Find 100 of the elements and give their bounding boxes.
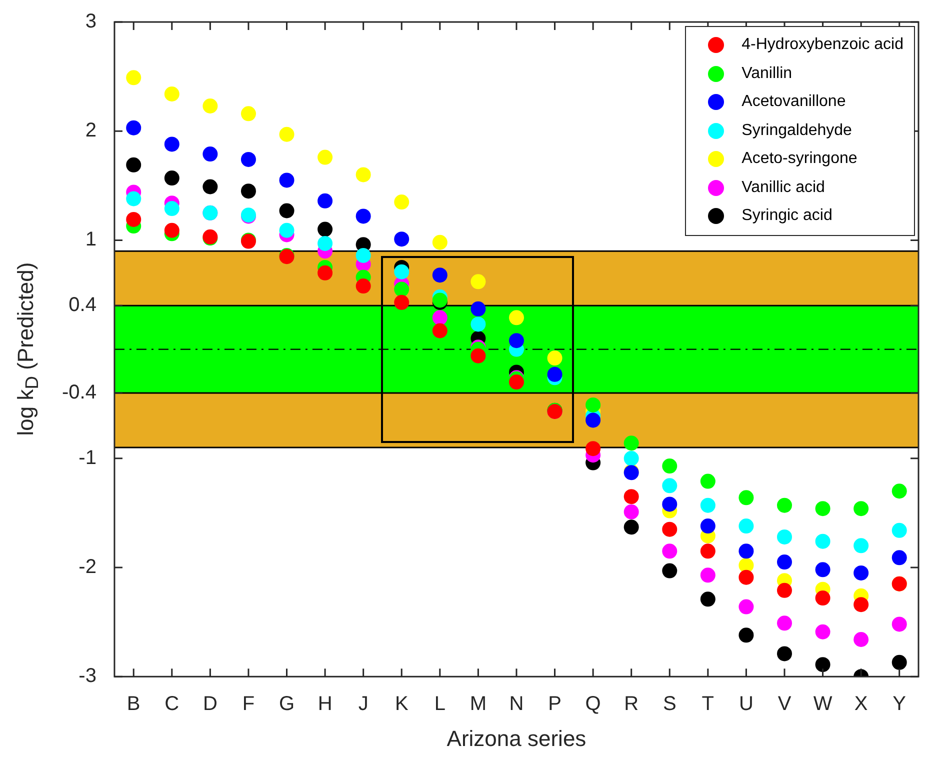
point <box>394 282 410 297</box>
point <box>164 170 180 186</box>
point <box>470 274 486 290</box>
point <box>738 544 754 559</box>
point <box>240 184 256 199</box>
point <box>815 562 830 578</box>
point <box>624 520 639 535</box>
point <box>662 478 678 494</box>
y-tick-label: -3 <box>78 665 96 688</box>
x-tick-label: W <box>813 693 832 716</box>
x-tick-label: J <box>358 693 368 716</box>
x-tick-label: L <box>434 693 446 716</box>
point <box>356 208 371 224</box>
legend-label: 4-Hydroxybenzoic acid <box>742 36 904 54</box>
point <box>126 212 142 227</box>
x-tick-label: H <box>318 693 332 716</box>
x-tick-label: S <box>662 693 676 716</box>
point <box>624 436 639 451</box>
y-tick-label: -1 <box>78 446 96 469</box>
point <box>662 496 678 512</box>
point <box>318 265 333 280</box>
point <box>432 310 448 326</box>
legend-label: Syringaldehyde <box>742 122 852 140</box>
point <box>432 323 448 338</box>
point <box>700 568 716 583</box>
point <box>700 592 716 607</box>
point <box>662 522 678 537</box>
point <box>240 152 256 167</box>
y-tick-label: -0.4 <box>62 381 96 404</box>
point <box>815 501 830 516</box>
point <box>164 222 180 238</box>
x-tick-label: C <box>164 693 180 716</box>
point <box>854 632 869 648</box>
point <box>164 201 180 216</box>
point <box>738 599 754 614</box>
point <box>508 374 524 390</box>
point <box>508 310 524 326</box>
legend-label: Syringic acid <box>742 207 832 226</box>
point <box>318 193 333 208</box>
point <box>815 657 830 672</box>
x-tick-label: Q <box>585 693 601 716</box>
point <box>279 126 294 142</box>
point <box>662 544 678 559</box>
point <box>318 150 333 165</box>
legend-label: Acetovanillone <box>742 93 846 112</box>
point <box>815 534 830 549</box>
point <box>356 167 371 182</box>
x-axis-title: Arizona series <box>446 726 586 751</box>
point <box>700 518 716 534</box>
point <box>126 120 142 136</box>
point <box>240 106 256 122</box>
point <box>356 278 371 294</box>
point <box>738 570 754 585</box>
point <box>394 232 410 247</box>
point <box>624 450 639 466</box>
point <box>776 529 792 544</box>
x-tick-label: U <box>738 693 754 716</box>
y-tick-label: 3 <box>85 10 96 33</box>
x-tick-label: D <box>202 693 218 716</box>
legend-label: Vanillin <box>742 64 792 83</box>
point <box>776 554 792 570</box>
x-tick-label: K <box>394 693 409 716</box>
x-tick-label: M <box>470 693 487 716</box>
point <box>547 366 562 382</box>
point <box>854 501 869 516</box>
point <box>318 222 333 237</box>
point <box>586 397 601 412</box>
point <box>776 616 792 631</box>
point <box>508 333 524 348</box>
point <box>854 538 869 554</box>
point <box>854 597 869 612</box>
point <box>432 234 448 250</box>
legend-label: Vanillic acid <box>742 178 825 197</box>
x-tick-label: V <box>778 693 792 716</box>
point <box>470 301 486 316</box>
x-tick-label: N <box>509 693 524 716</box>
point <box>892 522 907 538</box>
point <box>126 191 142 206</box>
y-tick-label: 0.4 <box>68 294 96 316</box>
point <box>624 504 639 520</box>
point <box>892 616 907 632</box>
point <box>738 518 754 534</box>
point <box>586 441 601 456</box>
x-tick-label: T <box>702 693 714 716</box>
point <box>394 264 410 280</box>
point <box>700 498 716 513</box>
x-tick-label: B <box>126 693 140 716</box>
point <box>892 654 907 670</box>
point <box>356 248 371 263</box>
y-tick-label: 1 <box>85 228 96 251</box>
point <box>662 563 678 578</box>
x-tick-label: P <box>548 693 562 716</box>
x-tick-label: R <box>624 693 639 716</box>
point <box>892 484 907 499</box>
point <box>776 646 792 662</box>
point <box>279 203 294 218</box>
x-tick-label: G <box>278 693 295 716</box>
point <box>700 474 716 489</box>
point <box>164 136 180 152</box>
point <box>470 316 486 332</box>
